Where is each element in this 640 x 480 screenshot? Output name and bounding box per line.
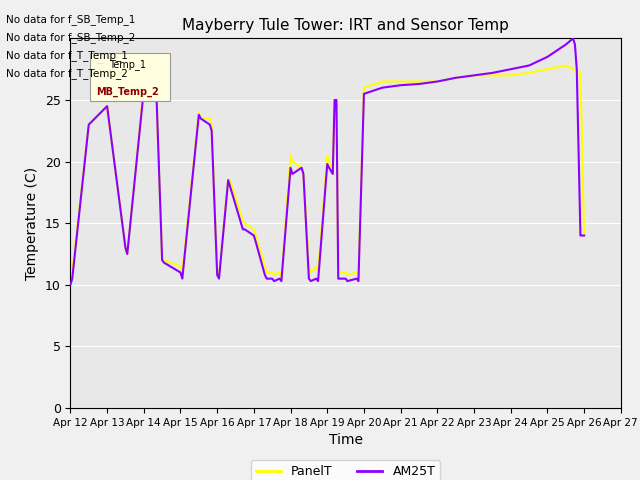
X-axis label: Time: Time bbox=[328, 433, 363, 447]
Text: No data for f_SB_Temp_2: No data for f_SB_Temp_2 bbox=[6, 32, 136, 43]
Legend: PanelT, AM25T: PanelT, AM25T bbox=[251, 460, 440, 480]
Title: Mayberry Tule Tower: IRT and Sensor Temp: Mayberry Tule Tower: IRT and Sensor Temp bbox=[182, 18, 509, 33]
Text: MB_Temp_2: MB_Temp_2 bbox=[96, 86, 159, 97]
Text: No data for f_T_Temp_2: No data for f_T_Temp_2 bbox=[6, 68, 128, 79]
Text: ─: ─ bbox=[96, 58, 103, 68]
Text: No data for f_T_Temp_1: No data for f_T_Temp_1 bbox=[6, 50, 128, 61]
Text: Temp_1: Temp_1 bbox=[109, 59, 146, 70]
Y-axis label: Temperature (C): Temperature (C) bbox=[25, 167, 39, 280]
Text: No data for f_SB_Temp_1: No data for f_SB_Temp_1 bbox=[6, 13, 136, 24]
